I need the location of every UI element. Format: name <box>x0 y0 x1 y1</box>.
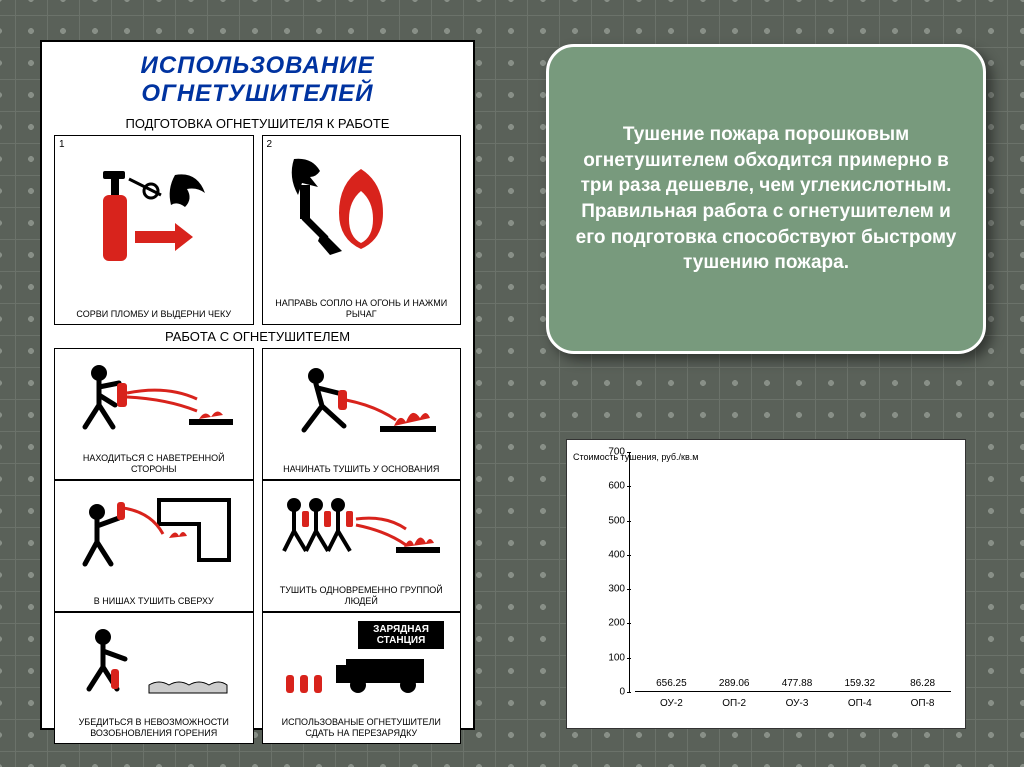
prep-cell-1: 1 СОРВИ ПЛОМБУ И ВЫДЕРНИ ЧЕКУ <box>54 135 254 325</box>
work-pic-6: ЗАРЯДНАЯ СТАНЦИЯ <box>263 613 461 714</box>
prep-cell-2: 2 НАПРАВЬ СОПЛО НА ОГОНЬ И НАЖМИ РЫЧАГ <box>262 135 462 325</box>
poster: ИСПОЛЬЗОВАНИЕ ОГНЕТУШИТЕЛЕЙ ПОДГОТОВКА О… <box>40 40 475 730</box>
bar-value-label: 159.32 <box>844 678 875 689</box>
y-tick-label: 500 <box>608 515 625 526</box>
work-cap-4: ТУШИТЬ ОДНОВРЕМЕННО ГРУППОЙ ЛЮДЕЙ <box>263 582 461 611</box>
bar-x-label: ОУ-2 <box>660 698 683 709</box>
work-cell-3: В НИШАХ ТУШИТЬ СВЕРХУ <box>54 480 254 612</box>
y-axis <box>629 452 630 692</box>
station-sign: ЗАРЯДНАЯ СТАНЦИЯ <box>358 621 444 649</box>
work-cap-3: В НИШАХ ТУШИТЬ СВЕРХУ <box>55 593 253 611</box>
y-tick-label: 200 <box>608 618 625 629</box>
bar-value-label: 656.25 <box>656 678 687 689</box>
prep-pic-2 <box>263 136 461 295</box>
work-cell-4: ТУШИТЬ ОДНОВРЕМЕННО ГРУППОЙ ЛЮДЕЙ <box>262 480 462 612</box>
y-tick <box>627 692 631 693</box>
work-pic-2 <box>263 349 461 461</box>
work-pic-4 <box>263 481 461 582</box>
y-tick <box>627 623 631 624</box>
work-row-3: УБЕДИТЬСЯ В НЕВОЗМОЖНОСТИ ВОЗОБНОВЛЕНИЯ … <box>48 612 467 744</box>
bar-x-label: ОП-4 <box>848 698 872 709</box>
y-tick <box>627 658 631 659</box>
cost-chart: Стоимость тушения, руб./кв.м 01002003004… <box>566 439 966 729</box>
cell-number: 1 <box>59 139 65 150</box>
work-cell-6: ЗАРЯДНАЯ СТАНЦИЯ ИСПОЛЬЗОВАНЫЕ ОГНЕТУШИТ… <box>262 612 462 744</box>
work-cell-5: УБЕДИТЬСЯ В НЕВОЗМОЖНОСТИ ВОЗОБНОВЛЕНИЯ … <box>54 612 254 744</box>
prep-row: 1 СОРВИ ПЛОМБУ И ВЫДЕРНИ ЧЕКУ 2 <box>48 135 467 325</box>
work-row-2: В НИШАХ ТУШИТЬ СВЕРХУ ТУШИТЬ ОДНОВРЕМЕНН… <box>48 480 467 612</box>
bar-x-label: ОП-2 <box>722 698 746 709</box>
work-cap-2: НАЧИНАТЬ ТУШИТЬ У ОСНОВАНИЯ <box>263 461 461 479</box>
y-tick <box>627 555 631 556</box>
section-prep-title: ПОДГОТОВКА ОГНЕТУШИТЕЛЯ К РАБОТЕ <box>48 116 467 131</box>
bar-x-label: ОУ-3 <box>786 698 809 709</box>
bar-x-label: ОП-8 <box>911 698 935 709</box>
work-cap-1: НАХОДИТЬСЯ С НАВЕТРЕННОЙ СТОРОНЫ <box>55 450 253 479</box>
y-tick <box>627 486 631 487</box>
bar-value-label: 86.28 <box>910 678 935 689</box>
bars-container: 656.25ОУ-2289.06ОП-2477.88ОУ-3159.32ОП-4… <box>647 452 947 692</box>
bar-value-label: 289.06 <box>719 678 750 689</box>
work-cap-5: УБЕДИТЬСЯ В НЕВОЗМОЖНОСТИ ВОЗОБНОВЛЕНИЯ … <box>55 714 253 743</box>
work-row-1: НАХОДИТЬСЯ С НАВЕТРЕННОЙ СТОРОНЫ НАЧИНАТ… <box>48 348 467 480</box>
y-tick-label: 600 <box>608 481 625 492</box>
y-tick <box>627 521 631 522</box>
y-tick-label: 100 <box>608 652 625 663</box>
work-pic-3 <box>55 481 253 593</box>
chart-area: 0100200300400500600700 656.25ОУ-2289.06О… <box>635 452 951 692</box>
y-tick-label: 700 <box>608 447 625 458</box>
work-pic-5 <box>55 613 253 714</box>
callout-text: Тушение пожара порошковым огнетушителем … <box>571 122 961 276</box>
section-work-title: РАБОТА С ОГНЕТУШИТЕЛЕМ <box>48 329 467 344</box>
bar-value-label: 477.88 <box>782 678 813 689</box>
work-pic-1 <box>55 349 253 450</box>
prep-cap-1: СОРВИ ПЛОМБУ И ВЫДЕРНИ ЧЕКУ <box>55 306 253 324</box>
work-cell-1: НАХОДИТЬСЯ С НАВЕТРЕННОЙ СТОРОНЫ <box>54 348 254 480</box>
cell-number: 2 <box>267 139 273 150</box>
poster-title: ИСПОЛЬЗОВАНИЕ ОГНЕТУШИТЕЛЕЙ <box>48 52 467 108</box>
y-tick-label: 400 <box>608 549 625 560</box>
prep-cap-2: НАПРАВЬ СОПЛО НА ОГОНЬ И НАЖМИ РЫЧАГ <box>263 295 461 324</box>
prep-pic-1 <box>55 136 253 306</box>
y-tick <box>627 589 631 590</box>
y-tick <box>627 452 631 453</box>
y-tick-label: 300 <box>608 584 625 595</box>
y-tick-label: 0 <box>619 687 625 698</box>
work-cell-2: НАЧИНАТЬ ТУШИТЬ У ОСНОВАНИЯ <box>262 348 462 480</box>
work-cap-6: ИСПОЛЬЗОВАНЫЕ ОГНЕТУШИТЕЛИ СДАТЬ НА ПЕРЕ… <box>263 714 461 743</box>
callout-box: Тушение пожара порошковым огнетушителем … <box>546 44 986 354</box>
